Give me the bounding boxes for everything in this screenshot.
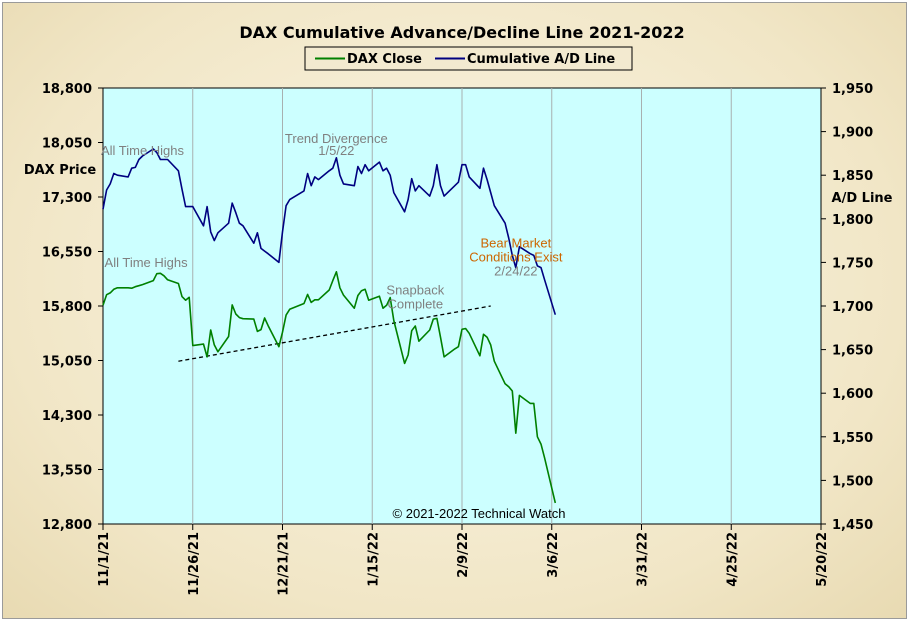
x-tick-label: 12/21/21 bbox=[277, 532, 292, 596]
x-tick-label: 4/25/22 bbox=[725, 532, 740, 587]
trendline-group bbox=[178, 305, 491, 362]
chart-title: DAX Cumulative Advance/Decline Line 2021… bbox=[239, 23, 684, 42]
copyright-text: © 2021-2022 Technical Watch bbox=[393, 506, 566, 521]
right-tick-label: 1,900 bbox=[832, 126, 873, 141]
x-tick-label: 11/26/21 bbox=[187, 532, 202, 596]
annotation-label: 2/24/22 bbox=[494, 263, 537, 278]
right-tick-label: 1,550 bbox=[832, 431, 873, 446]
y-axis-label-right: A/D Line bbox=[832, 191, 893, 206]
left-tick-label: 13,550 bbox=[42, 464, 92, 479]
left-tick-label: 18,050 bbox=[42, 137, 92, 152]
left-tick-label: 16,550 bbox=[42, 246, 92, 261]
x-tick-label: 5/20/22 bbox=[815, 532, 830, 587]
right-tick-label: 1,750 bbox=[832, 256, 873, 271]
series-line-cumulative-ad bbox=[102, 148, 557, 315]
x-tick-label: 3/6/22 bbox=[546, 532, 561, 578]
trendline bbox=[178, 305, 491, 362]
annotation-label: Complete bbox=[388, 297, 444, 312]
right-tick-label: 1,950 bbox=[832, 82, 873, 97]
annotation-label: Conditions Exist bbox=[469, 250, 563, 265]
left-tick-label: 17,300 bbox=[42, 191, 92, 206]
left-axis-ticks: 18,800 18,050 17,300 16,550 15,800 15,050 14,3… bbox=[42, 82, 103, 533]
x-tick-label: 1/15/22 bbox=[366, 532, 381, 587]
legend-label-ad: Cumulative A/D Line bbox=[467, 52, 615, 67]
x-tick-label: 11/1/21 bbox=[97, 532, 112, 587]
right-tick-label: 1,850 bbox=[832, 169, 873, 184]
annotation-label: Snapback bbox=[386, 283, 444, 298]
legend-label-dax: DAX Close bbox=[347, 52, 422, 67]
x-axis-ticks: 11/1/21 11/26/21 12/21/21 1/15/22 2/9/22 3/6/… bbox=[97, 524, 830, 596]
right-tick-label: 1,700 bbox=[832, 300, 873, 315]
right-axis-ticks: 1,950 1,900 1,850 1,800 1,750 1,700 1,650 1,600… bbox=[821, 82, 873, 533]
annotation-label: Bear Market bbox=[480, 236, 551, 251]
annotation-label: Trend Divergence bbox=[285, 131, 388, 146]
left-tick-label: 12,800 bbox=[42, 518, 92, 533]
annotation-label: All Time Highs bbox=[101, 143, 185, 158]
right-tick-label: 1,800 bbox=[832, 213, 873, 228]
x-tick-label: 3/31/22 bbox=[636, 532, 651, 587]
y-axis-label-left: DAX Price bbox=[24, 163, 97, 178]
right-tick-label: 1,500 bbox=[832, 474, 873, 489]
left-tick-label: 14,300 bbox=[42, 409, 92, 424]
left-tick-label: 15,050 bbox=[42, 355, 92, 370]
right-tick-label: 1,450 bbox=[832, 518, 873, 533]
legend: DAX Close Cumulative A/D Line bbox=[304, 46, 633, 71]
legend-box bbox=[304, 46, 633, 71]
x-tick-label: 2/9/22 bbox=[456, 532, 471, 578]
left-tick-label: 18,800 bbox=[42, 82, 92, 97]
gridlines bbox=[192, 88, 732, 524]
series-group bbox=[102, 148, 557, 504]
right-tick-label: 1,600 bbox=[832, 387, 873, 402]
left-tick-label: 15,800 bbox=[42, 300, 92, 315]
annotation-label: All Time Highs bbox=[105, 255, 189, 270]
right-tick-label: 1,650 bbox=[832, 344, 873, 359]
series-line-dax-close bbox=[102, 270, 557, 504]
annotation-label: 1/5/22 bbox=[318, 143, 354, 158]
